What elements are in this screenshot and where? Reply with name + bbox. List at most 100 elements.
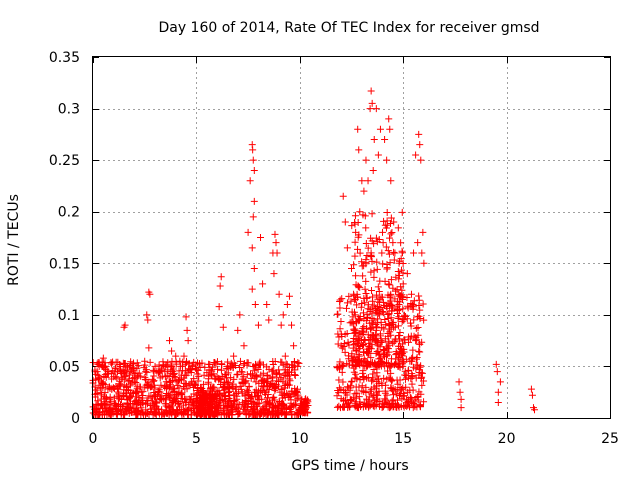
data-point [360,294,368,302]
data-point [348,308,356,316]
data-point [119,402,127,410]
data-point [277,321,285,329]
data-point [362,256,370,264]
data-point [385,320,393,328]
data-point [141,357,149,365]
data-point [373,265,381,273]
data-point [119,359,127,367]
data-point [251,388,259,396]
data-point [248,285,256,293]
data-point [367,87,375,95]
data-point [348,350,356,358]
data-point [128,408,136,416]
data-point [368,287,376,295]
data-point [380,217,388,225]
data-point [98,380,106,388]
data-point [98,411,106,419]
data-point [247,374,255,382]
data-point [375,287,383,295]
data-point [170,387,178,395]
data-point [182,313,190,321]
data-point [393,403,401,411]
data-point [378,307,386,315]
data-point [121,375,129,383]
data-point [103,394,111,402]
data-point [198,394,206,402]
data-point [139,394,147,402]
data-point [407,357,415,365]
data-point [370,273,378,281]
data-point [220,404,228,412]
data-point [139,388,147,396]
data-point [133,364,141,372]
data-point [380,401,388,409]
data-point [137,404,145,412]
data-point [342,304,350,312]
data-point [376,295,384,303]
data-point [212,401,220,409]
data-point [343,244,351,252]
data-point [345,403,353,411]
data-point [248,393,256,401]
data-point [416,141,424,149]
data-point [214,402,222,410]
data-point [397,385,405,393]
data-point [135,393,143,401]
data-point [99,361,107,369]
data-point [360,375,368,383]
data-point [166,408,174,416]
data-point [97,378,105,386]
data-point [100,372,108,380]
data-point [155,368,163,376]
data-point [279,408,287,416]
data-point [493,368,501,376]
data-point [373,291,381,299]
data-point [360,329,368,337]
data-point [381,301,389,309]
data-point [405,338,413,346]
data-point [415,130,423,138]
data-point [368,210,376,218]
data-point [99,354,107,362]
data-point [341,348,349,356]
data-point [380,345,388,353]
data-point [528,391,536,399]
data-point [150,393,158,400]
data-point [161,400,169,408]
data-point [270,393,278,401]
data-point [389,239,397,247]
data-point [368,293,376,301]
data-point [335,333,343,341]
data-point [157,381,165,389]
data-point [412,324,420,332]
data-point [415,302,423,310]
data-point [142,366,150,374]
data-point [285,368,293,376]
data-point [358,387,366,395]
data-point [457,395,465,403]
data-point [372,337,380,345]
data-point [114,385,122,393]
data-point [230,352,238,360]
data-point [373,361,381,369]
data-point [288,321,296,329]
data-point [383,209,391,217]
data-point [381,387,389,395]
data-point [392,351,400,359]
data-point [180,383,188,391]
x-tick-label: 15 [394,431,412,447]
data-point [183,359,191,367]
data-point [169,399,177,407]
data-point [194,399,202,407]
data-point [384,399,392,407]
data-point [91,393,99,401]
data-point [396,298,404,306]
data-point [356,358,364,366]
data-point [126,368,134,376]
data-point [396,391,404,399]
y-tick-label: 0.25 [49,153,80,169]
data-point [212,408,220,416]
data-point [175,399,183,407]
data-point [363,395,371,403]
data-point [381,315,389,323]
